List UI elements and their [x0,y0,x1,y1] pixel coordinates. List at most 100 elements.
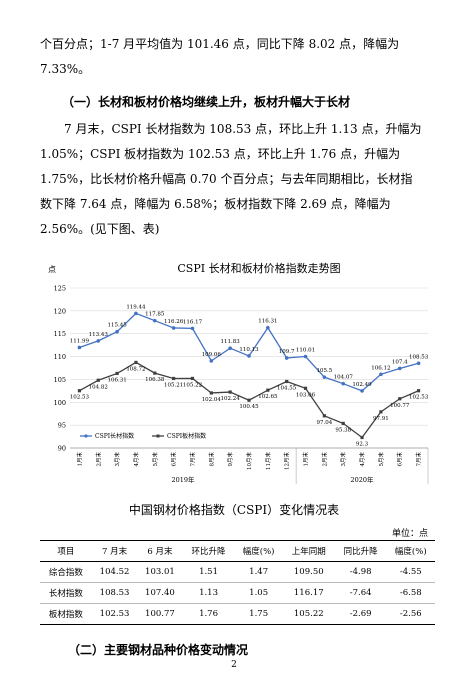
table-cell: 综合指数 [48,568,83,578]
data-label: 106.31 [107,377,126,383]
data-point [341,421,345,426]
table-cell: 1.51 [199,567,218,577]
table-header-cell: 7 月末 [101,547,128,557]
table-cell: 104.52 [99,567,130,577]
data-point [284,356,289,360]
data-point [303,354,308,359]
page-number: 2 [231,660,237,670]
section-heading-2: （二）主要钢材品种价格变动情况 [68,643,249,657]
data-label: 97.91 [373,416,389,422]
y-tick-label: 110 [54,353,66,361]
paragraph-line: 7.33%。 [40,62,91,76]
data-point [152,318,157,323]
data-label: 109.06 [202,352,222,358]
table-header-row: 项目 7 月末 6 月末 环比升降 幅度(%) 上年同期 同比升降 幅度(%) [40,540,435,562]
data-label: 105.21 [164,382,183,388]
table-cell: -7.64 [349,588,372,598]
data-label: 95.38 [335,427,351,433]
x-tick-label: 1月末 [75,452,83,467]
x-tick-label: 10月末 [245,452,253,470]
data-label: 105.5 [316,368,332,374]
paragraph-line: 1.05%；CSPI 板材指数为 102.53 点，环比上升 1.76 点，升幅… [40,147,401,161]
x-tick-label: 3月末 [339,452,347,467]
data-label: 92.3 [356,441,369,447]
data-label: 109.7 [279,349,295,355]
data-label: 102.04 [202,397,222,403]
x-tick-label: 7月末 [188,452,196,467]
data-label: 104.55 [277,385,297,391]
data-label: 111.99 [70,338,90,344]
x-tick-label: 9月末 [226,452,234,467]
paragraph-line: 7 月末，CSPI 长材指数为 108.53 点，环比上升 1.13 点，升幅为 [64,122,422,136]
x-tick-label: 11月末 [264,452,272,470]
table-cell: 1.05 [249,588,269,598]
table-cell: 1.47 [249,567,269,577]
data-point [322,375,327,379]
table-cell: -2.69 [349,609,372,619]
data-point [134,360,138,365]
table-header-cell: 6 月末 [147,547,173,557]
x-tick-label: 1月末 [302,452,310,467]
data-label: 100.77 [390,403,410,409]
data-label: 106.38 [145,377,165,383]
x-tick-label: 5月末 [377,452,385,467]
data-label: 111.83 [221,339,241,345]
x-tick-label: 7月末 [415,452,423,467]
data-label: 103.06 [296,392,316,398]
table-header-cell: 幅度(%) [394,547,427,557]
y-tick-label: 100 [54,399,66,407]
table-row: 综合指数 104.52 103.01 1.51 1.47 109.50 -4.9… [40,562,435,583]
x-tick-label: 5月末 [151,452,159,467]
price-index-chart: CSPI 长材和板材价格指数走势图 点 90 95 100 105 110 115 120 125… [36,258,436,488]
paragraph-line: 2.56%。(见下图、表) [40,222,160,236]
paragraph-long-plate: 7 月末，CSPI 长材指数为 108.53 点，环比上升 1.13 点，升幅为… [40,117,432,242]
table-cell: 116.17 [293,588,324,598]
data-label: 119.44 [126,304,146,310]
data-point [322,414,326,418]
table-unit: 单位：点 [391,529,428,539]
table-cell: 105.22 [293,609,324,619]
data-label: 102.65 [258,394,278,400]
data-point [77,345,82,350]
data-label: 108.72 [126,366,145,372]
data-point [228,390,232,394]
data-point [96,339,101,343]
y-tick-label: 120 [54,307,66,315]
data-point [190,326,195,331]
y-axis-label: 点 [48,265,56,274]
paragraph-line: 个百分点；1-7 月平均值为 101.46 点，同比下降 8.02 点，降幅为 [40,37,400,51]
table-cell: 板材指数 [48,610,83,620]
data-label: 107.4 [392,359,408,365]
data-label: 105.22 [183,382,202,388]
year-group-label: 2020年 [351,475,375,484]
x-tick-label: 4月末 [132,452,140,467]
y-tick-label: 105 [54,376,66,384]
data-label: 116.26 [164,319,184,325]
table-cell: 长材指数 [48,589,83,599]
data-point [77,389,82,393]
data-label: 102.49 [352,382,372,388]
table-title: 中国钢材价格指数（CSPI）变化情况表 [128,503,340,517]
chart-title: CSPI 长材和板材价格指数走势图 [177,261,340,275]
data-point [153,371,157,375]
table-row: 长材指数 108.53 107.40 1.13 1.05 116.17 -7.6… [40,583,435,604]
y-tick-label: 95 [58,422,66,430]
data-label: 110.13 [239,347,259,353]
table-cell: 1.13 [199,588,218,598]
table-header-cell: 上年同期 [291,547,326,557]
x-tick-label: 6月末 [170,452,178,467]
table-cell: -2.56 [399,609,422,619]
table-cell: -4.98 [349,567,372,577]
data-label: 113.43 [89,332,109,338]
data-label: 117.85 [145,312,165,318]
data-label: 116.17 [183,319,203,325]
data-label: 97.04 [316,420,332,426]
table-header-cell: 同比升降 [343,547,378,557]
year-group-label: 2019年 [172,475,196,484]
data-point [172,376,176,381]
data-label: 106.12 [371,365,390,371]
table-cell: -6.58 [399,588,422,598]
x-tick-label: 12月末 [283,452,291,470]
data-label: 116.31 [258,319,277,325]
table-header-cell: 项目 [57,547,75,557]
